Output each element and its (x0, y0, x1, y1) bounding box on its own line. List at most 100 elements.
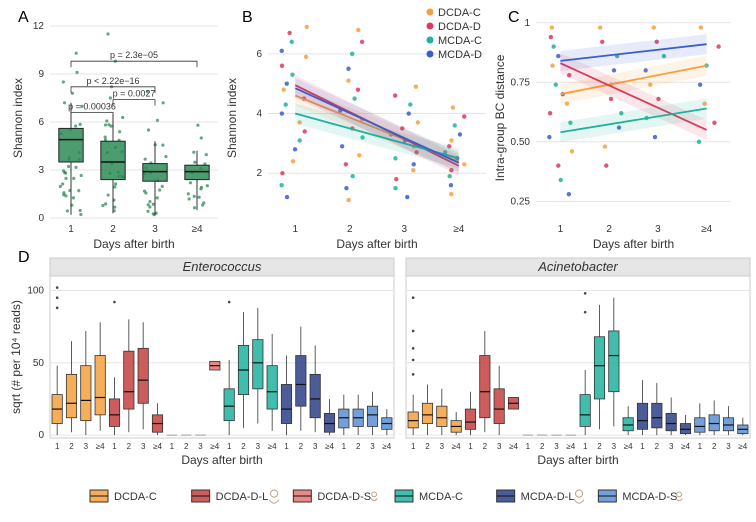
svg-text:12: 12 (33, 21, 45, 32)
svg-text:≥4: ≥4 (210, 442, 219, 451)
svg-text:DCDA-D-L: DCDA-D-L (216, 491, 269, 503)
svg-text:≥4: ≥4 (452, 442, 461, 451)
svg-text:2: 2 (712, 442, 717, 451)
svg-text:3: 3 (554, 442, 559, 451)
svg-text:Acinetobacter: Acinetobacter (537, 259, 618, 274)
svg-text:9: 9 (38, 69, 44, 80)
svg-text:Days after birth: Days after birth (336, 237, 417, 251)
svg-text:3: 3 (655, 224, 661, 235)
svg-text:6: 6 (38, 117, 44, 128)
svg-text:Intra-group BC distance: Intra-group BC distance (493, 54, 507, 181)
svg-text:2: 2 (256, 168, 262, 179)
svg-text:2: 2 (299, 442, 304, 451)
svg-text:sqrt (# per 10⁴ reads): sqrt (# per 10⁴ reads) (9, 300, 23, 414)
svg-text:3: 3 (152, 224, 158, 235)
svg-text:≥4: ≥4 (738, 442, 747, 451)
svg-text:3: 3 (313, 442, 318, 451)
svg-text:≥4: ≥4 (453, 224, 464, 235)
svg-text:≥4: ≥4 (191, 224, 202, 235)
svg-text:p = 0.0027: p = 0.0027 (113, 89, 156, 99)
svg-text:≥4: ≥4 (382, 442, 391, 451)
svg-text:3: 3 (141, 442, 146, 451)
svg-text:2: 2 (127, 442, 132, 451)
svg-text:≥4: ≥4 (509, 442, 518, 451)
svg-text:1: 1 (583, 442, 588, 451)
svg-text:≥4: ≥4 (681, 442, 690, 451)
svg-text:C: C (508, 9, 520, 26)
svg-text:≥4: ≥4 (268, 442, 277, 451)
svg-text:D: D (18, 249, 30, 266)
svg-text:0.75: 0.75 (511, 77, 531, 88)
svg-text:MCDA-D-S: MCDA-D-S (622, 491, 677, 503)
svg-text:1: 1 (640, 442, 645, 451)
svg-text:2: 2 (110, 224, 116, 235)
svg-text:3: 3 (198, 442, 203, 451)
svg-text:3: 3 (440, 442, 445, 451)
svg-text:≥4: ≥4 (566, 442, 575, 451)
figure-svg: ABCD036912123≥4p = 0.00036p < 2.22e−16p … (0, 0, 756, 522)
svg-text:DCDA-C: DCDA-C (438, 7, 481, 19)
svg-text:1: 1 (526, 442, 531, 451)
svg-text:1: 1 (68, 224, 74, 235)
svg-text:≥4: ≥4 (96, 442, 105, 451)
svg-text:1: 1 (558, 224, 564, 235)
svg-text:1: 1 (524, 18, 530, 29)
svg-text:100: 100 (27, 285, 44, 296)
svg-text:3: 3 (370, 442, 375, 451)
svg-text:6: 6 (256, 49, 262, 60)
svg-text:≥4: ≥4 (701, 224, 712, 235)
svg-text:0.50: 0.50 (511, 137, 531, 148)
svg-text:1: 1 (284, 442, 289, 451)
svg-text:3: 3 (84, 442, 89, 451)
svg-text:DCDA-D: DCDA-D (438, 21, 481, 33)
svg-text:2: 2 (483, 442, 488, 451)
svg-text:0: 0 (38, 430, 44, 441)
svg-text:2: 2 (347, 224, 353, 235)
svg-text:DCDA-C: DCDA-C (114, 491, 157, 503)
svg-text:1: 1 (342, 442, 347, 451)
svg-text:1: 1 (227, 442, 232, 451)
svg-text:3: 3 (38, 165, 44, 176)
svg-text:3: 3 (497, 442, 502, 451)
svg-text:MCDA-C: MCDA-C (438, 35, 482, 47)
svg-text:A: A (18, 9, 29, 26)
svg-text:p < 2.22e−16: p < 2.22e−16 (86, 76, 139, 86)
svg-text:p = 0.00036: p = 0.00036 (68, 101, 116, 111)
svg-text:3: 3 (612, 442, 617, 451)
svg-text:1: 1 (112, 442, 117, 451)
svg-text:≥4: ≥4 (624, 442, 633, 451)
svg-text:1: 1 (698, 442, 703, 451)
svg-text:1: 1 (55, 442, 60, 451)
svg-text:3: 3 (726, 442, 731, 451)
svg-text:Enterococcus: Enterococcus (183, 259, 262, 274)
svg-text:B: B (242, 9, 253, 26)
svg-text:2: 2 (69, 442, 74, 451)
svg-text:1: 1 (411, 442, 416, 451)
svg-text:2: 2 (241, 442, 246, 451)
svg-text:3: 3 (256, 442, 261, 451)
svg-text:≥4: ≥4 (325, 442, 334, 451)
svg-text:4: 4 (256, 109, 262, 120)
svg-text:Shannon index: Shannon index (11, 78, 25, 158)
svg-text:2: 2 (356, 442, 361, 451)
svg-text:MCDA-C: MCDA-C (419, 491, 463, 503)
svg-text:50: 50 (33, 358, 45, 369)
svg-text:MCDA-D: MCDA-D (438, 49, 482, 61)
svg-text:3: 3 (401, 224, 407, 235)
svg-text:2: 2 (425, 442, 430, 451)
svg-text:2: 2 (597, 442, 602, 451)
svg-text:1: 1 (170, 442, 175, 451)
svg-text:2: 2 (606, 224, 612, 235)
svg-text:3: 3 (669, 442, 674, 451)
svg-text:2: 2 (184, 442, 189, 451)
svg-text:MCDA-D-L: MCDA-D-L (521, 491, 575, 503)
svg-text:0.25: 0.25 (511, 196, 531, 207)
svg-text:p = 2.3e−05: p = 2.3e−05 (110, 50, 158, 60)
svg-text:Shannon index: Shannon index (225, 78, 239, 158)
svg-text:2: 2 (655, 442, 660, 451)
svg-text:Days after birth: Days after birth (537, 453, 618, 467)
svg-text:Days after birth: Days after birth (93, 237, 174, 251)
svg-text:Days after birth: Days after birth (181, 453, 262, 467)
svg-text:≥4: ≥4 (153, 442, 162, 451)
svg-text:Days after birth: Days after birth (593, 237, 674, 251)
